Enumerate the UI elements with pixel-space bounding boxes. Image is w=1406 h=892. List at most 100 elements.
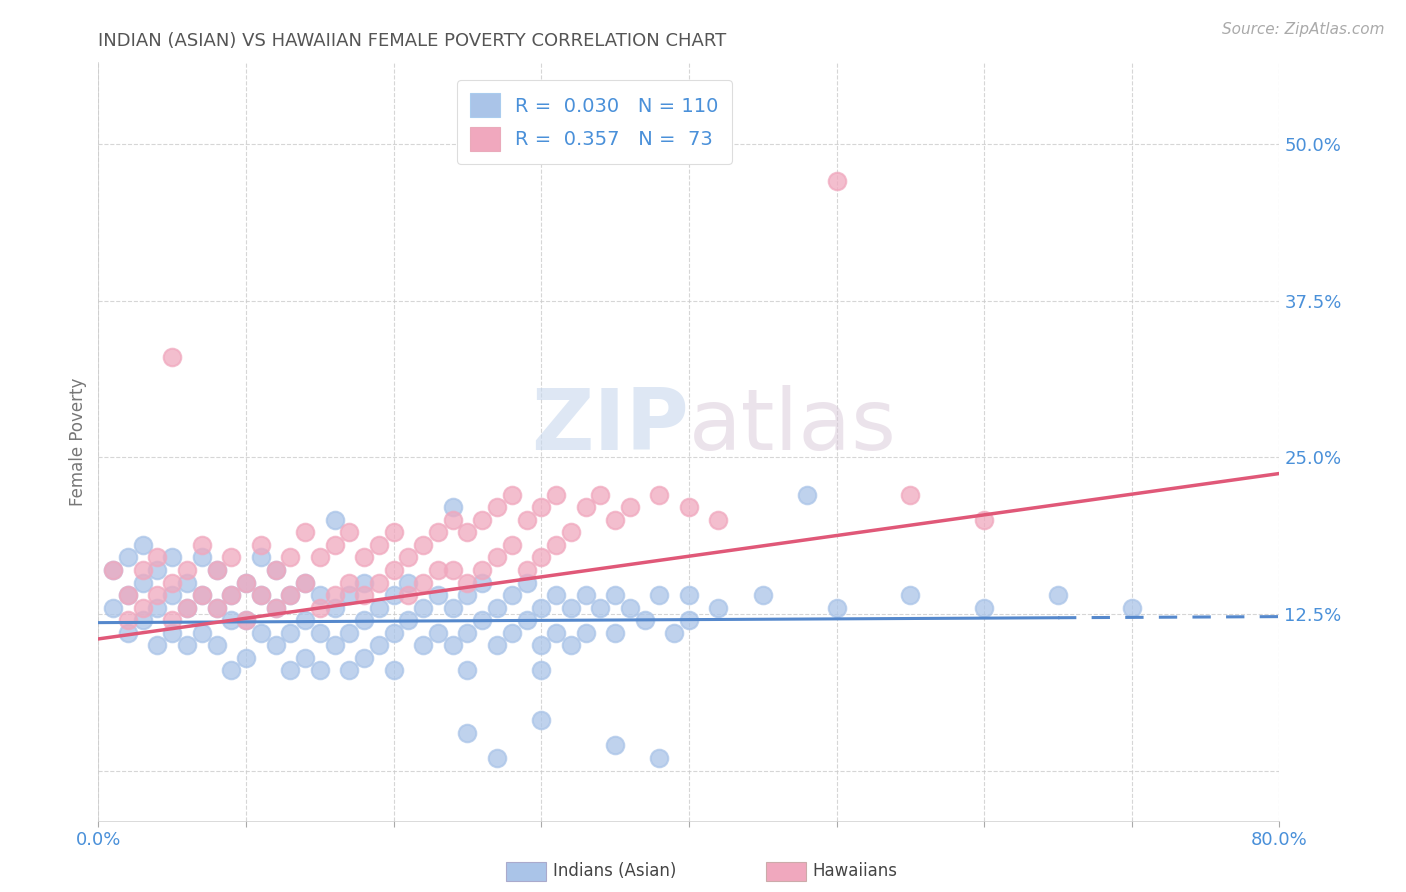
Point bbox=[191, 625, 214, 640]
Point bbox=[280, 625, 302, 640]
Point bbox=[501, 588, 523, 602]
Point bbox=[323, 588, 346, 602]
Point bbox=[221, 550, 243, 565]
Point bbox=[205, 600, 228, 615]
Point bbox=[280, 550, 302, 565]
Point bbox=[501, 538, 523, 552]
Point bbox=[752, 588, 775, 602]
Point bbox=[191, 550, 214, 565]
Point bbox=[250, 550, 273, 565]
Point bbox=[353, 575, 375, 590]
Point bbox=[235, 613, 257, 627]
Point bbox=[605, 625, 627, 640]
Point bbox=[176, 638, 198, 652]
Point bbox=[339, 588, 361, 602]
Point bbox=[294, 575, 316, 590]
Point bbox=[486, 638, 509, 652]
Point bbox=[176, 575, 198, 590]
Point bbox=[368, 600, 391, 615]
Point bbox=[427, 625, 450, 640]
Point bbox=[530, 714, 553, 728]
Point bbox=[516, 613, 538, 627]
Point bbox=[825, 600, 848, 615]
Point bbox=[516, 513, 538, 527]
Point bbox=[546, 588, 568, 602]
Point bbox=[516, 575, 538, 590]
Point bbox=[250, 538, 273, 552]
Point bbox=[900, 488, 922, 502]
Point bbox=[457, 575, 479, 590]
Point bbox=[205, 638, 228, 652]
Point bbox=[825, 174, 848, 188]
Point bbox=[546, 538, 568, 552]
Point bbox=[501, 488, 523, 502]
Point bbox=[427, 525, 450, 540]
Text: Source: ZipAtlas.com: Source: ZipAtlas.com bbox=[1222, 22, 1385, 37]
Point bbox=[132, 563, 155, 577]
Point bbox=[264, 638, 287, 652]
Y-axis label: Female Poverty: Female Poverty bbox=[69, 377, 87, 506]
Point bbox=[235, 650, 257, 665]
Point bbox=[339, 525, 361, 540]
Point bbox=[132, 538, 155, 552]
Point bbox=[309, 663, 332, 677]
Point bbox=[486, 600, 509, 615]
Point bbox=[648, 488, 671, 502]
Point bbox=[221, 588, 243, 602]
Point bbox=[323, 513, 346, 527]
Point bbox=[457, 663, 479, 677]
Point bbox=[162, 588, 183, 602]
Point bbox=[471, 613, 494, 627]
Point bbox=[560, 638, 582, 652]
Point bbox=[176, 563, 198, 577]
Point bbox=[353, 550, 375, 565]
Point bbox=[117, 550, 139, 565]
Text: INDIAN (ASIAN) VS HAWAIIAN FEMALE POVERTY CORRELATION CHART: INDIAN (ASIAN) VS HAWAIIAN FEMALE POVERT… bbox=[98, 32, 727, 50]
Point bbox=[973, 513, 995, 527]
Point bbox=[575, 588, 598, 602]
Point bbox=[796, 488, 818, 502]
Text: Hawaiians: Hawaiians bbox=[813, 863, 897, 880]
Point bbox=[368, 538, 391, 552]
Point bbox=[648, 751, 671, 765]
Point bbox=[103, 563, 125, 577]
Point bbox=[589, 488, 612, 502]
Point bbox=[250, 625, 273, 640]
Point bbox=[146, 563, 169, 577]
Point bbox=[280, 663, 302, 677]
Point bbox=[264, 563, 287, 577]
Point bbox=[589, 600, 612, 615]
Point bbox=[191, 588, 214, 602]
Point bbox=[575, 625, 598, 640]
Point bbox=[398, 550, 420, 565]
Point bbox=[441, 500, 464, 515]
Point bbox=[368, 575, 391, 590]
Point bbox=[605, 739, 627, 753]
Point bbox=[280, 588, 302, 602]
Point bbox=[191, 538, 214, 552]
Point bbox=[353, 588, 375, 602]
Point bbox=[619, 600, 641, 615]
Point bbox=[427, 563, 450, 577]
Point bbox=[546, 488, 568, 502]
Point bbox=[309, 625, 332, 640]
Text: atlas: atlas bbox=[689, 384, 897, 468]
Point bbox=[280, 588, 302, 602]
Point bbox=[457, 625, 479, 640]
Point bbox=[427, 588, 450, 602]
Point bbox=[441, 563, 464, 577]
Point bbox=[486, 550, 509, 565]
Point bbox=[382, 525, 405, 540]
Point bbox=[309, 588, 332, 602]
Point bbox=[146, 600, 169, 615]
Point bbox=[678, 588, 700, 602]
Point bbox=[205, 563, 228, 577]
Point bbox=[339, 575, 361, 590]
Point bbox=[648, 588, 671, 602]
Point bbox=[132, 600, 155, 615]
Point bbox=[530, 663, 553, 677]
Point bbox=[294, 613, 316, 627]
Point bbox=[382, 625, 405, 640]
Point bbox=[132, 575, 155, 590]
Point bbox=[441, 600, 464, 615]
